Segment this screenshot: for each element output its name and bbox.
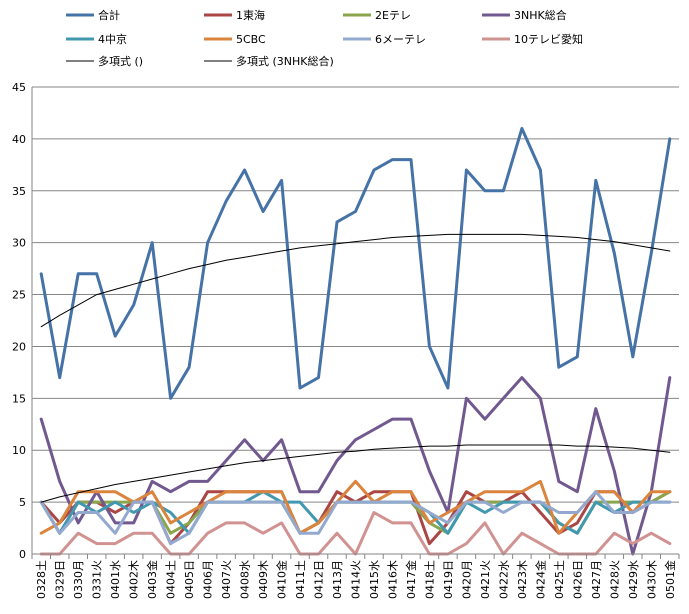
x-tick-label: 0425土: [553, 560, 566, 599]
legend-label-2: 2Eテレ: [375, 9, 411, 22]
x-tick-label: 0418土: [423, 560, 436, 599]
x-tick-label: 0401水: [109, 560, 122, 599]
x-tick-label: 0427月: [590, 560, 603, 599]
x-tick-label: 0328土: [35, 560, 48, 599]
x-tick-label: 0411土: [294, 560, 307, 599]
x-tick-label: 0402木: [128, 560, 141, 599]
series-line-9: [40, 444, 671, 503]
legend-label-6: 6メーテレ: [375, 33, 426, 46]
y-tick-label: 20: [12, 340, 26, 353]
legend-label-8: 多項式 (): [98, 54, 143, 68]
x-tick-label: 0407火: [220, 560, 233, 599]
legend-label-3: 3NHK総合: [514, 8, 567, 22]
legend-label-9: 多項式 (3NHK総合): [236, 54, 334, 68]
series-line-0: [39, 127, 672, 400]
x-tick-label: 0410金: [275, 560, 289, 599]
x-tick-label: 0501金: [663, 560, 677, 599]
legend-label-7: 10テレビ愛知: [514, 32, 583, 46]
y-tick-label: 25: [12, 289, 26, 302]
legend-label-0: 合計: [98, 8, 120, 22]
x-tick-label: 0419日: [442, 560, 455, 599]
x-tick-label: 0408水: [239, 560, 252, 599]
x-tick-label: 0417金: [404, 560, 418, 599]
legend-label-5: 5CBC: [236, 33, 266, 46]
x-tick-label: 0412日: [313, 560, 326, 599]
x-tick-label: 0428火: [608, 560, 621, 599]
y-tick-label: 15: [12, 392, 26, 405]
x-tick-label: 0422水: [497, 560, 510, 599]
x-tick-label: 0403金: [145, 560, 159, 599]
series-line-8: [40, 233, 671, 328]
x-tick-label: 0416木: [386, 560, 399, 599]
y-tick-label: 0: [19, 548, 26, 561]
x-tick-label: 0429水: [627, 560, 640, 599]
x-tick-label: 0426日: [571, 560, 584, 599]
series-line-6: [39, 490, 672, 546]
x-tick-label: 0414火: [350, 560, 363, 599]
x-tick-label: 0415水: [368, 560, 381, 599]
x-tick-label: 0330月: [72, 560, 85, 599]
x-tick-label: 0430木: [645, 560, 658, 599]
x-tick-label: 0406月: [202, 560, 215, 599]
x-tick-label: 0421火: [479, 560, 492, 599]
legend-label-1: 1東海: [236, 8, 265, 22]
y-tick-label: 40: [12, 133, 26, 146]
legend-label-4: 4中京: [98, 32, 127, 46]
y-tick-label: 10: [12, 444, 26, 457]
x-tick-label: 0329日: [54, 560, 67, 599]
x-tick-label: 0409木: [257, 560, 270, 599]
x-tick-label: 0420月: [460, 560, 473, 599]
x-tick-label: 0423木: [516, 560, 529, 599]
y-tick-label: 45: [12, 81, 26, 94]
x-tick-label: 0405日: [183, 560, 196, 599]
series-line-5: [39, 479, 672, 535]
y-tick-label: 35: [12, 185, 26, 198]
y-tick-label: 30: [12, 237, 26, 250]
y-tick-label: 5: [19, 496, 26, 509]
x-tick-label: 0413月: [331, 560, 344, 599]
x-axis: 0328土 0329日 0330月 0331火 0401水 0402木 0403金 0404土…: [31, 87, 680, 599]
y-axis-ticks: 0 5 10 15 20 25 30 35 40 45: [12, 81, 26, 561]
x-tick-label: 0331火: [91, 560, 104, 599]
x-tick-label: 0424金: [533, 560, 547, 599]
x-tick-label: 0404土: [165, 560, 178, 599]
